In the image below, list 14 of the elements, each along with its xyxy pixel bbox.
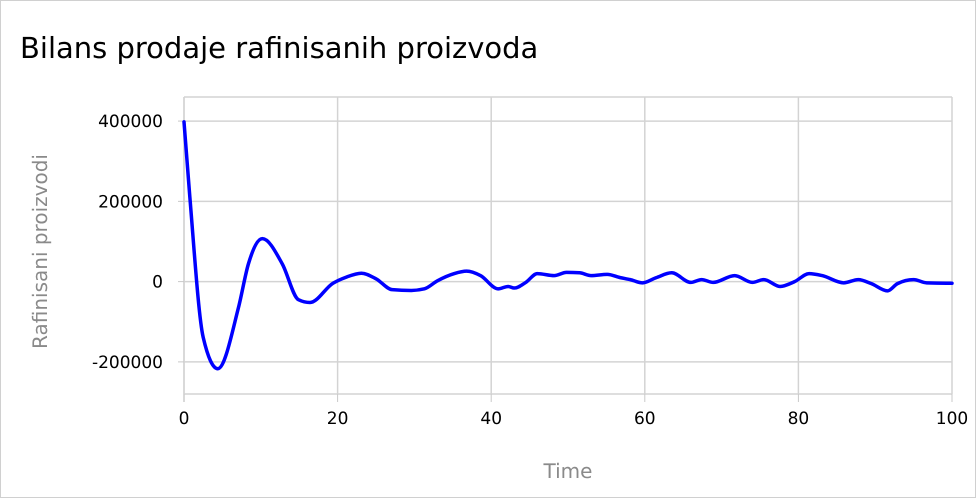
y-tick-label: 0	[152, 272, 163, 293]
chart-title: Bilans prodaje rafinisanih proizvoda	[20, 31, 538, 65]
y-axis-title: Rafinisani proizvodi	[28, 154, 52, 349]
x-tick-label: 0	[178, 409, 190, 429]
y-tick-label: 400000	[98, 112, 163, 132]
x-tick-label: 40	[480, 409, 502, 429]
y-tick-label: 200000	[98, 192, 163, 212]
y-tick-label: -200000	[92, 352, 163, 373]
x-tick-label: 100	[936, 409, 968, 429]
x-axis-title: Time	[542, 459, 592, 483]
x-tick-label: 60	[634, 409, 656, 429]
x-tick-label: 20	[326, 409, 348, 429]
line-series	[182, 120, 954, 370]
x-tick-label: 80	[788, 409, 810, 429]
